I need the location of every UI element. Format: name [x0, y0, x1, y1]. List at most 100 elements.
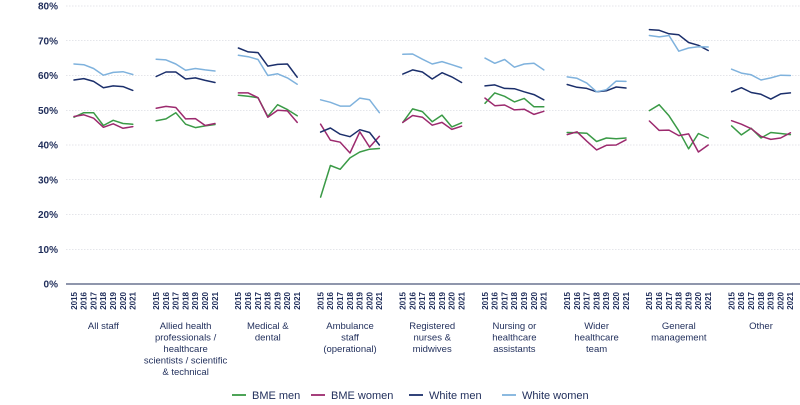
group-label-line: Registered	[409, 321, 455, 332]
x-axis-year-ticks: 2015 2016 2017 2018 2019 2020 2021 2015 2016 2017…	[70, 291, 795, 309]
series-line-white-men	[730, 86, 792, 100]
x-tick-label: 2020	[283, 291, 292, 309]
group-label: Ambulance staff (operational)	[323, 321, 376, 355]
group-label-line: Nursing or	[492, 321, 536, 332]
legend: BME men BME women White men White women	[232, 390, 589, 402]
group-label-line: healthcare	[492, 333, 536, 344]
series-line-bme-men	[730, 125, 792, 139]
x-tick-label: 2019	[520, 291, 529, 309]
legend-label: White men	[429, 390, 482, 402]
group-label-line: scientists / scientific	[144, 356, 228, 367]
group-label: Nursing or healthcare assistants	[492, 321, 536, 355]
group-label: General management	[651, 321, 707, 344]
series-line-white-men	[155, 71, 216, 84]
group-label-line: & technical	[162, 367, 208, 378]
series-line-white-men	[566, 83, 627, 93]
group-label-line: assistants	[493, 344, 535, 355]
series-line-white-women	[648, 34, 709, 52]
y-tick-label: 50%	[38, 106, 58, 117]
x-tick-label: 2018	[99, 291, 108, 309]
series-line-bme-women	[319, 123, 381, 154]
group-label-line: management	[651, 333, 707, 344]
y-tick-label: 20%	[38, 210, 58, 221]
series-line-white-women	[730, 68, 792, 81]
series-line-bme-women	[648, 120, 709, 153]
series-line-bme-men	[566, 131, 627, 143]
series-line-white-men	[484, 84, 545, 101]
x-tick-label: 2017	[172, 291, 181, 309]
x-tick-label: 2015	[152, 291, 161, 309]
x-tick-label: 2017	[336, 291, 345, 309]
x-tick-label: 2020	[530, 291, 539, 309]
group-label-line: professionals /	[155, 333, 217, 344]
x-tick-label: 2018	[264, 291, 273, 309]
group-label-line: Other	[749, 321, 773, 332]
group-label: Allied health professionals / healthcare sc…	[144, 321, 228, 378]
series-line-bme-men	[648, 103, 709, 150]
x-tick-label: 2019	[273, 291, 282, 309]
x-tick-label: 2016	[326, 291, 335, 309]
group-label-line: Medical &	[247, 321, 289, 332]
group-label-line: nurses &	[413, 333, 451, 344]
series-line-white-women	[484, 57, 545, 71]
group-label-line: midwives	[413, 344, 452, 355]
series-line-bme-women	[566, 131, 627, 151]
group-label-line: dental	[255, 333, 281, 344]
grid-lines	[66, 5, 800, 285]
series-lines	[73, 28, 792, 198]
x-tick-label: 2020	[694, 291, 703, 309]
x-tick-label: 2015	[727, 291, 736, 309]
group-label-line: staff	[341, 333, 359, 344]
x-tick-label: 2021	[704, 291, 713, 309]
group-label-line: (operational)	[323, 344, 376, 355]
x-tick-label: 2021	[211, 291, 220, 309]
y-tick-label: 60%	[38, 71, 58, 82]
x-tick-label: 2021	[457, 291, 466, 309]
y-tick-label: 30%	[38, 175, 58, 186]
x-tick-label: 2018	[675, 291, 684, 309]
series-line-white-women	[155, 58, 216, 72]
x-tick-label: 2018	[181, 291, 190, 309]
y-axis-ticks: 0% 10% 20% 30% 40% 50% 60% 70% 80%	[38, 2, 58, 291]
x-tick-label: 2018	[757, 291, 766, 309]
x-tick-label: 2021	[786, 291, 795, 309]
x-tick-label: 2021	[622, 291, 631, 309]
x-tick-label: 2019	[767, 291, 776, 309]
x-tick-label: 2016	[491, 291, 500, 309]
x-tick-label: 2020	[776, 291, 785, 309]
group-label-line: Ambulance	[326, 321, 374, 332]
x-tick-label: 2016	[162, 291, 171, 309]
group-label: Medical & dental	[247, 321, 289, 344]
group-label-line: healthcare	[574, 333, 618, 344]
series-line-bme-men	[73, 111, 134, 127]
group-label-line: General	[662, 321, 696, 332]
group-label: Other	[749, 321, 773, 332]
series-line-bme-women	[730, 119, 792, 141]
series-line-white-men	[402, 69, 463, 84]
x-tick-label: 2020	[365, 291, 374, 309]
series-line-bme-women	[402, 114, 463, 131]
legend-label: White women	[522, 390, 589, 402]
x-tick-label: 2018	[510, 291, 519, 309]
x-tick-label: 2018	[428, 291, 437, 309]
x-tick-label: 2015	[563, 291, 572, 309]
group-label-line: healthcare	[163, 344, 207, 355]
x-tick-label: 2015	[481, 291, 490, 309]
series-line-white-men	[319, 127, 381, 146]
x-tick-label: 2020	[201, 291, 210, 309]
y-tick-label: 70%	[38, 36, 58, 47]
x-tick-label: 2018	[592, 291, 601, 309]
group-label-line: All staff	[88, 321, 119, 332]
group-label: Wider healthcare team	[574, 321, 618, 355]
x-tick-label: 2017	[500, 291, 509, 309]
x-tick-label: 2015	[234, 291, 243, 309]
x-tick-label: 2015	[316, 291, 325, 309]
x-tick-label: 2020	[612, 291, 621, 309]
x-tick-label: 2020	[448, 291, 457, 309]
x-tick-label: 2016	[573, 291, 582, 309]
group-label-line: team	[586, 344, 607, 355]
series-line-bme-women	[237, 92, 298, 124]
series-line-bme-women	[73, 114, 134, 130]
y-tick-label: 0%	[44, 280, 59, 291]
